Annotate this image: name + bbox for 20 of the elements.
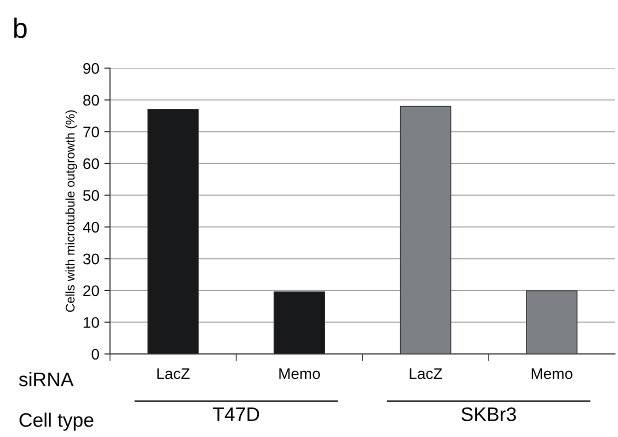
text: SKBr3 — [461, 407, 516, 422]
y-tick-label: 60 — [83, 158, 99, 170]
text: T47D — [212, 408, 260, 421]
text: b — [14, 18, 27, 38]
y-tick-label: 90 — [83, 63, 99, 74]
y-tick-label: 30 — [83, 254, 99, 264]
y-tick-label: 50 — [83, 190, 99, 201]
x-tick-label: Memo — [532, 368, 572, 380]
y-tick-label: 40 — [82, 222, 99, 233]
y-tick-label: 70 — [83, 126, 99, 138]
text: siRNA — [19, 372, 74, 386]
x-tick-label: LacZ — [157, 368, 190, 380]
y-tick-label: 80 — [83, 94, 99, 106]
x-tick-label: LacZ — [410, 368, 442, 380]
y-tick-label: 0 — [92, 348, 99, 360]
y-tick-label: 20 — [83, 285, 99, 296]
x-tick-label: Memo — [279, 368, 320, 380]
text: Cell type — [20, 412, 94, 431]
y-axis-title: Cells with microtubule outgrowth (%) — [65, 110, 78, 312]
y-tick-label: 10 — [84, 317, 99, 328]
